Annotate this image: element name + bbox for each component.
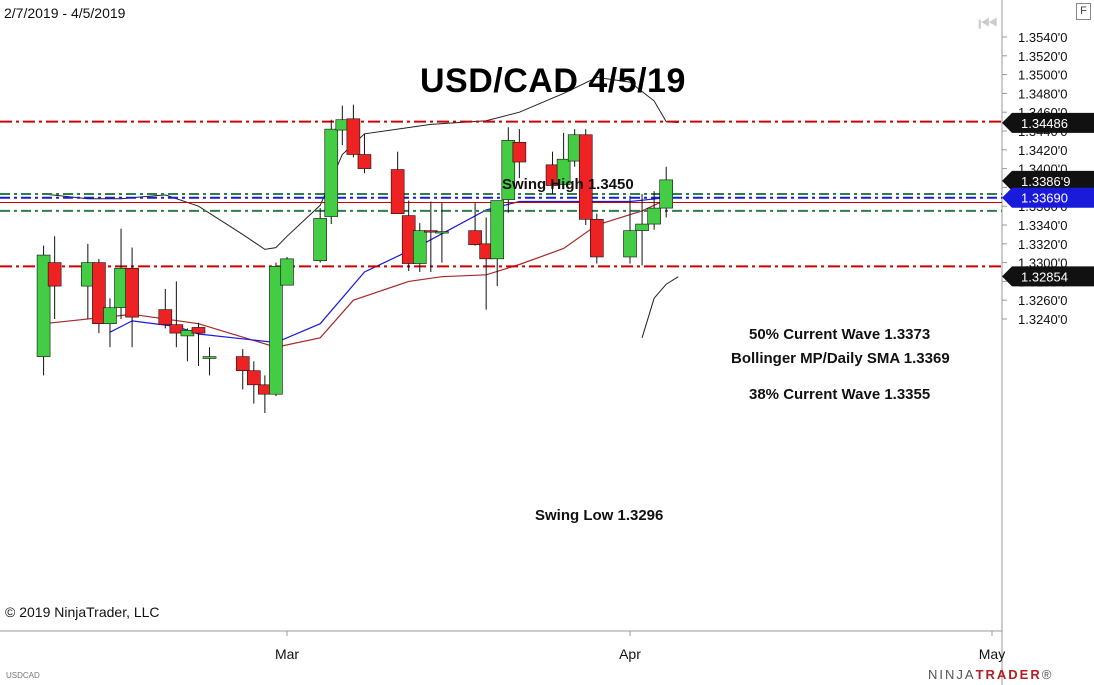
swing-high-label: Swing High 1.3450 (502, 176, 634, 193)
candle-up (635, 223, 649, 231)
candle-down (578, 134, 593, 220)
price-tag (1002, 170, 1094, 191)
plot-area (0, 76, 1002, 413)
candle-up (202, 356, 217, 359)
brand-prefix: NINJA (928, 667, 976, 682)
candle-down (390, 169, 405, 215)
scroll-to-start-icon[interactable]: ⏮ (978, 11, 998, 36)
price-tag-label: 1.33690 (1021, 191, 1068, 206)
candle-up (324, 128, 339, 217)
y-tick-label: 1.3540'0 (1018, 30, 1067, 45)
candle-down (235, 356, 250, 372)
bollinger-mp-label: Bollinger MP/Daily SMA 1.3369 (731, 350, 950, 367)
candle-down (357, 154, 372, 169)
price-tag (1002, 187, 1094, 208)
thirty-eight-percent-wave-label: 38% Current Wave 1.3355 (749, 386, 931, 403)
candle-up (36, 254, 51, 357)
candle-down (247, 370, 261, 386)
candle-up (269, 266, 283, 395)
candle-down (346, 118, 361, 155)
ninjatrader-logo: NINJATRADER® (928, 667, 1053, 682)
y-tick-label: 1.3340'0 (1018, 218, 1067, 233)
price-tag-label: 1.3386'9 (1021, 174, 1070, 189)
brand-mark: ® (1041, 667, 1054, 682)
price-tag-label: 1.32854 (1021, 269, 1068, 284)
candle-down (92, 262, 106, 325)
candle-up (623, 230, 637, 258)
y-tick-label: 1.3500'0 (1018, 68, 1067, 83)
x-tick-label: Apr (619, 646, 641, 662)
candle-down (125, 267, 139, 318)
candle-up (435, 231, 449, 234)
copyright: © 2019 NinjaTrader, LLC (5, 604, 160, 620)
instrument-symbol: USDCAD (6, 671, 40, 680)
candle-up (647, 207, 661, 225)
y-tick-label: 1.3480'0 (1018, 86, 1067, 101)
y-tick-label: 1.3320'0 (1018, 237, 1067, 252)
candle-down (191, 327, 206, 334)
candle-up (412, 230, 427, 264)
candle-up (556, 158, 571, 185)
chart-title: USD/CAD 4/5/19 (420, 62, 686, 100)
x-tick-label: May (979, 646, 1005, 662)
y-tick-label: 1.3420'0 (1018, 143, 1067, 158)
swing-low-label: Swing Low 1.3296 (535, 507, 664, 524)
candle-up (103, 307, 117, 325)
y-tick-label: 1.3520'0 (1018, 49, 1067, 64)
candle-up (501, 140, 516, 200)
y-tick-label: 1.3240'0 (1018, 312, 1067, 327)
candle-up (280, 258, 294, 286)
candle-down (590, 219, 604, 258)
bollinger-lower-band (641, 276, 679, 338)
candle-down (512, 141, 527, 163)
brand-suffix: TRADER (975, 667, 1042, 682)
candle-up (659, 179, 674, 209)
price-tag (1002, 112, 1094, 133)
x-tick-label: Mar (275, 646, 299, 662)
f-button[interactable]: F (1076, 3, 1091, 20)
date-range: 2/7/2019 - 4/5/2019 (4, 5, 126, 21)
fifty-percent-wave-label: 50% Current Wave 1.3373 (749, 326, 931, 343)
price-tag-label: 1.34486 (1021, 116, 1068, 131)
candle-down (158, 309, 173, 325)
candle-down (169, 324, 184, 334)
candle-up (313, 218, 327, 262)
price-tag (1002, 266, 1094, 287)
candle-up (490, 200, 505, 260)
candle-down (468, 230, 482, 246)
candle-down (47, 262, 62, 287)
y-tick-label: 1.3260'0 (1018, 293, 1067, 308)
